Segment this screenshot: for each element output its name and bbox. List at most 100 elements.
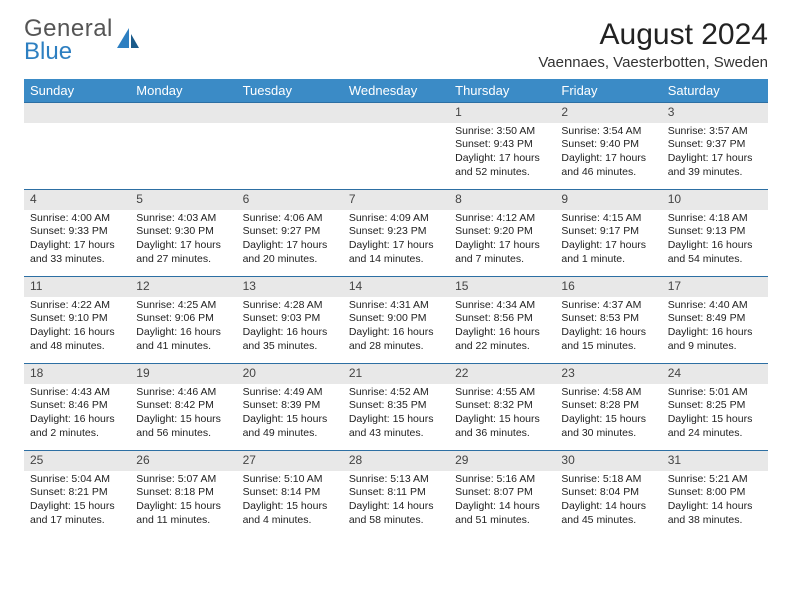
brand-bottom: Blue <box>24 41 113 64</box>
calendar-body: 1Sunrise: 3:50 AMSunset: 9:43 PMDaylight… <box>24 102 768 537</box>
sunset-line: Sunset: 8:18 PM <box>136 486 230 500</box>
calendar-day-cell: 8Sunrise: 4:12 AMSunset: 9:20 PMDaylight… <box>449 190 555 276</box>
sunrise-line: Sunrise: 4:34 AM <box>455 299 549 313</box>
day-details: Sunrise: 4:55 AMSunset: 8:32 PMDaylight:… <box>449 384 555 445</box>
dl1-line: Daylight: 17 hours <box>455 152 549 166</box>
day-number: 24 <box>662 364 768 384</box>
day-number: 5 <box>130 190 236 210</box>
day-details: Sunrise: 3:50 AMSunset: 9:43 PMDaylight:… <box>449 123 555 184</box>
sunrise-line: Sunrise: 4:18 AM <box>668 212 762 226</box>
dl1-line: Daylight: 15 hours <box>561 413 655 427</box>
brand-text: General Blue <box>24 18 113 64</box>
calendar-day-cell <box>343 103 449 189</box>
calendar-day-cell: 20Sunrise: 4:49 AMSunset: 8:39 PMDayligh… <box>237 364 343 450</box>
sunrise-line: Sunrise: 3:54 AM <box>561 125 655 139</box>
sunset-line: Sunset: 8:04 PM <box>561 486 655 500</box>
day-number: 1 <box>449 103 555 123</box>
day-details: Sunrise: 4:58 AMSunset: 8:28 PMDaylight:… <box>555 384 661 445</box>
calendar-day-cell: 25Sunrise: 5:04 AMSunset: 8:21 PMDayligh… <box>24 451 130 537</box>
sunset-line: Sunset: 9:23 PM <box>349 225 443 239</box>
dl1-line: Daylight: 16 hours <box>668 239 762 253</box>
day-number: 8 <box>449 190 555 210</box>
dl1-line: Daylight: 17 hours <box>561 239 655 253</box>
calendar-day-cell: 7Sunrise: 4:09 AMSunset: 9:23 PMDaylight… <box>343 190 449 276</box>
dl2-line: and 41 minutes. <box>136 340 230 354</box>
calendar-day-cell: 5Sunrise: 4:03 AMSunset: 9:30 PMDaylight… <box>130 190 236 276</box>
day-number: 23 <box>555 364 661 384</box>
calendar-day-cell: 18Sunrise: 4:43 AMSunset: 8:46 PMDayligh… <box>24 364 130 450</box>
dl2-line: and 7 minutes. <box>455 253 549 267</box>
dl2-line: and 52 minutes. <box>455 166 549 180</box>
day-number <box>130 103 236 123</box>
sunset-line: Sunset: 8:00 PM <box>668 486 762 500</box>
sunrise-line: Sunrise: 4:15 AM <box>561 212 655 226</box>
sunrise-line: Sunrise: 5:21 AM <box>668 473 762 487</box>
dl1-line: Daylight: 14 hours <box>668 500 762 514</box>
sunrise-line: Sunrise: 4:22 AM <box>30 299 124 313</box>
day-number: 10 <box>662 190 768 210</box>
day-details: Sunrise: 4:28 AMSunset: 9:03 PMDaylight:… <box>237 297 343 358</box>
calendar-day-cell: 29Sunrise: 5:16 AMSunset: 8:07 PMDayligh… <box>449 451 555 537</box>
dl1-line: Daylight: 15 hours <box>455 413 549 427</box>
day-number: 19 <box>130 364 236 384</box>
dl2-line: and 39 minutes. <box>668 166 762 180</box>
day-number: 9 <box>555 190 661 210</box>
calendar-day-cell: 1Sunrise: 3:50 AMSunset: 9:43 PMDaylight… <box>449 103 555 189</box>
day-number: 12 <box>130 277 236 297</box>
dl2-line: and 28 minutes. <box>349 340 443 354</box>
sunset-line: Sunset: 9:20 PM <box>455 225 549 239</box>
day-details: Sunrise: 5:18 AMSunset: 8:04 PMDaylight:… <box>555 471 661 532</box>
sunrise-line: Sunrise: 3:57 AM <box>668 125 762 139</box>
calendar-day-cell: 2Sunrise: 3:54 AMSunset: 9:40 PMDaylight… <box>555 103 661 189</box>
day-details: Sunrise: 5:10 AMSunset: 8:14 PMDaylight:… <box>237 471 343 532</box>
day-details: Sunrise: 4:06 AMSunset: 9:27 PMDaylight:… <box>237 210 343 271</box>
dl1-line: Daylight: 15 hours <box>668 413 762 427</box>
day-details: Sunrise: 5:13 AMSunset: 8:11 PMDaylight:… <box>343 471 449 532</box>
day-details: Sunrise: 4:46 AMSunset: 8:42 PMDaylight:… <box>130 384 236 445</box>
sunset-line: Sunset: 8:46 PM <box>30 399 124 413</box>
sunrise-line: Sunrise: 5:01 AM <box>668 386 762 400</box>
day-number: 29 <box>449 451 555 471</box>
sunrise-line: Sunrise: 4:00 AM <box>30 212 124 226</box>
dl1-line: Daylight: 17 hours <box>349 239 443 253</box>
calendar-day-cell: 28Sunrise: 5:13 AMSunset: 8:11 PMDayligh… <box>343 451 449 537</box>
day-number: 16 <box>555 277 661 297</box>
dl2-line: and 24 minutes. <box>668 427 762 441</box>
page-subtitle: Vaennaes, Vaesterbotten, Sweden <box>538 54 768 71</box>
calendar-day-cell: 31Sunrise: 5:21 AMSunset: 8:00 PMDayligh… <box>662 451 768 537</box>
sunrise-line: Sunrise: 4:55 AM <box>455 386 549 400</box>
dl2-line: and 11 minutes. <box>136 514 230 528</box>
calendar-day-cell: 24Sunrise: 5:01 AMSunset: 8:25 PMDayligh… <box>662 364 768 450</box>
sunset-line: Sunset: 8:35 PM <box>349 399 443 413</box>
calendar-week-row: 4Sunrise: 4:00 AMSunset: 9:33 PMDaylight… <box>24 189 768 276</box>
dl2-line: and 54 minutes. <box>668 253 762 267</box>
sunrise-line: Sunrise: 4:37 AM <box>561 299 655 313</box>
day-details: Sunrise: 5:21 AMSunset: 8:00 PMDaylight:… <box>662 471 768 532</box>
calendar-page: General Blue August 2024 Vaennaes, Vaest… <box>0 0 792 537</box>
day-number <box>343 103 449 123</box>
day-details: Sunrise: 4:34 AMSunset: 8:56 PMDaylight:… <box>449 297 555 358</box>
day-number: 17 <box>662 277 768 297</box>
day-details: Sunrise: 5:16 AMSunset: 8:07 PMDaylight:… <box>449 471 555 532</box>
sunrise-line: Sunrise: 4:03 AM <box>136 212 230 226</box>
calendar-day-cell: 30Sunrise: 5:18 AMSunset: 8:04 PMDayligh… <box>555 451 661 537</box>
calendar-day-cell: 10Sunrise: 4:18 AMSunset: 9:13 PMDayligh… <box>662 190 768 276</box>
weekday-header: Sunday <box>24 79 130 102</box>
day-details: Sunrise: 4:49 AMSunset: 8:39 PMDaylight:… <box>237 384 343 445</box>
sunset-line: Sunset: 8:32 PM <box>455 399 549 413</box>
dl1-line: Daylight: 16 hours <box>136 326 230 340</box>
day-details: Sunrise: 4:40 AMSunset: 8:49 PMDaylight:… <box>662 297 768 358</box>
sunset-line: Sunset: 9:06 PM <box>136 312 230 326</box>
day-details: Sunrise: 3:54 AMSunset: 9:40 PMDaylight:… <box>555 123 661 184</box>
day-number: 22 <box>449 364 555 384</box>
calendar-day-cell: 27Sunrise: 5:10 AMSunset: 8:14 PMDayligh… <box>237 451 343 537</box>
dl1-line: Daylight: 17 hours <box>136 239 230 253</box>
calendar-day-cell: 4Sunrise: 4:00 AMSunset: 9:33 PMDaylight… <box>24 190 130 276</box>
day-number: 18 <box>24 364 130 384</box>
weekday-header: Friday <box>555 79 661 102</box>
dl1-line: Daylight: 16 hours <box>455 326 549 340</box>
dl2-line: and 27 minutes. <box>136 253 230 267</box>
sunrise-line: Sunrise: 4:06 AM <box>243 212 337 226</box>
sunset-line: Sunset: 8:49 PM <box>668 312 762 326</box>
day-number: 26 <box>130 451 236 471</box>
